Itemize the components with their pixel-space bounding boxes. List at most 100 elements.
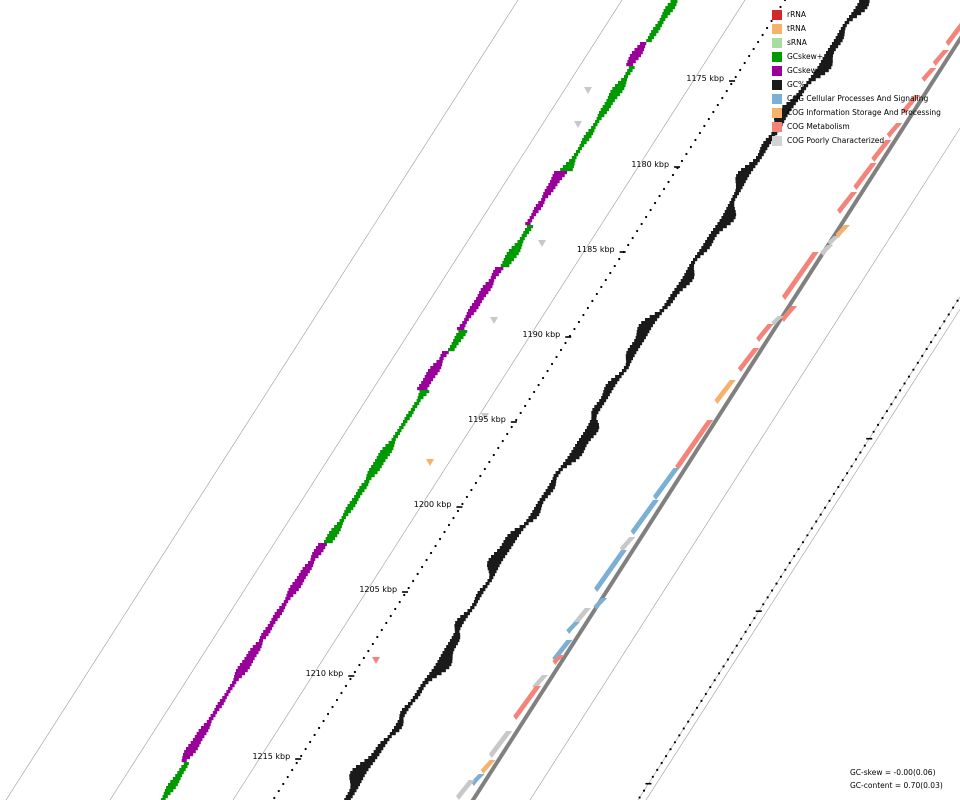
gc-skew-bar bbox=[480, 288, 491, 292]
gc-skew-bar bbox=[179, 768, 186, 772]
ruler-minor-tick bbox=[770, 589, 774, 592]
gc-content-bar bbox=[761, 144, 770, 148]
gc-content-bar bbox=[422, 681, 429, 685]
gc-skew-bar bbox=[160, 798, 166, 800]
gc-skew-bar bbox=[285, 597, 291, 601]
gc-skew-bar bbox=[534, 207, 542, 211]
gc-skew-bar bbox=[336, 522, 343, 526]
gc-content-bar bbox=[416, 690, 423, 694]
gc-skew-bar bbox=[412, 405, 418, 409]
ruler-minor-tick bbox=[722, 665, 725, 668]
gc-skew-bar bbox=[263, 630, 271, 634]
gc-skew-bar bbox=[196, 732, 207, 736]
axis-minor-tick bbox=[528, 397, 531, 401]
cds-feature-arrow bbox=[619, 537, 636, 552]
cds-feature-arrow bbox=[675, 420, 714, 470]
gc-content-bar bbox=[497, 549, 510, 553]
axis-minor-tick bbox=[425, 558, 428, 562]
gc-content-bar bbox=[350, 783, 360, 787]
gc-skew-bar bbox=[575, 150, 581, 154]
gc-skew-bar bbox=[542, 195, 549, 199]
gc-skew-bar bbox=[181, 765, 188, 769]
gc-skew-bar bbox=[417, 396, 424, 400]
gc-skew-bar bbox=[600, 108, 610, 112]
gc-skew-bar bbox=[548, 183, 558, 187]
gc-content-bar bbox=[410, 699, 416, 703]
gc-skew-bar bbox=[226, 690, 231, 694]
swatch-srna bbox=[772, 38, 782, 48]
axis-minor-tick bbox=[564, 341, 567, 345]
gc-content-bar bbox=[601, 396, 609, 400]
gc-content-bar bbox=[835, 36, 844, 40]
ruler-minor-tick bbox=[885, 410, 888, 413]
gc-content-bar bbox=[555, 471, 561, 475]
gc-skew-bar bbox=[234, 672, 246, 676]
gc-skew-bar bbox=[304, 564, 314, 568]
gc-content-bar bbox=[355, 765, 371, 769]
axis-minor-tick bbox=[313, 733, 316, 737]
gc-content-bar bbox=[710, 231, 720, 235]
gc-skew-bar bbox=[371, 465, 382, 469]
axis-minor-tick bbox=[533, 390, 536, 394]
gc-skew-bar bbox=[352, 498, 359, 502]
gc-skew-bar bbox=[248, 651, 259, 655]
axis-minor-tick bbox=[667, 180, 670, 184]
feature-marker bbox=[372, 657, 380, 664]
gc-skew-bar bbox=[364, 480, 370, 484]
cds-feature-arrow bbox=[456, 780, 475, 800]
gc-content-bar bbox=[734, 192, 739, 196]
axis-minor-tick bbox=[645, 215, 648, 219]
gc-skew-bar bbox=[538, 201, 545, 205]
axis-position-label: 1175 kbp bbox=[686, 74, 724, 83]
gc-content-bar bbox=[347, 792, 355, 796]
gc-content-bar bbox=[457, 618, 466, 622]
gc-skew-bar bbox=[649, 33, 657, 37]
gc-skew-bar bbox=[345, 507, 354, 511]
ruler-minor-tick bbox=[929, 341, 933, 344]
gc-skew-bar bbox=[456, 333, 466, 337]
axis-minor-tick bbox=[277, 789, 280, 793]
axis-minor-tick bbox=[291, 768, 294, 772]
gc-content-bar bbox=[442, 651, 454, 655]
gc-skew-bar bbox=[172, 777, 181, 781]
gc-content-bar bbox=[433, 666, 450, 670]
axis-minor-tick bbox=[506, 432, 509, 436]
gc-content-bar bbox=[684, 273, 695, 277]
gc-skew-bar bbox=[388, 441, 395, 445]
gc-skew-bar bbox=[517, 240, 524, 244]
gc-content-bar bbox=[840, 27, 846, 31]
axis-minor-tick bbox=[748, 54, 751, 58]
legend-label-gcskew-negative: GCskew- bbox=[787, 66, 820, 75]
gc-skew-bar bbox=[609, 93, 620, 97]
gc-content-bar bbox=[800, 87, 807, 91]
gc-content-bar bbox=[412, 696, 419, 700]
gc-skew-bar bbox=[451, 342, 459, 346]
gc-content-bar bbox=[641, 321, 655, 325]
gc-skew-bar bbox=[551, 177, 563, 181]
gc-content-bar bbox=[494, 552, 508, 556]
gc-content-bar bbox=[349, 774, 365, 778]
axis-minor-tick bbox=[559, 348, 563, 352]
ruler-minor-tick bbox=[841, 479, 844, 482]
gc-skew-bar bbox=[626, 63, 634, 67]
axis-minor-tick bbox=[434, 544, 437, 548]
gc-skew-bar bbox=[365, 477, 372, 481]
gc-content-bar bbox=[583, 432, 597, 436]
ruler-minor-tick bbox=[775, 582, 778, 585]
ruler-minor-tick bbox=[859, 451, 862, 454]
gc-skew-bar bbox=[502, 261, 512, 265]
ruler-minor-tick bbox=[753, 617, 756, 620]
gc-skew-bar bbox=[184, 750, 196, 754]
gc-skew-bar bbox=[242, 660, 253, 664]
cds-feature-arrow bbox=[737, 348, 760, 372]
ruler-minor-tick bbox=[687, 720, 690, 723]
axis-minor-tick bbox=[631, 236, 634, 240]
ruler-minor-tick bbox=[863, 444, 866, 447]
legend-label-gcskew-positive: GCskew+ bbox=[787, 52, 824, 61]
gc-skew-bar bbox=[604, 102, 613, 106]
gc-content-bar bbox=[662, 306, 668, 310]
gc-skew-bar bbox=[404, 417, 410, 421]
gc-skew-bar bbox=[206, 720, 212, 724]
gc-skew-bar bbox=[485, 282, 494, 286]
ruler-minor-tick bbox=[748, 623, 752, 627]
